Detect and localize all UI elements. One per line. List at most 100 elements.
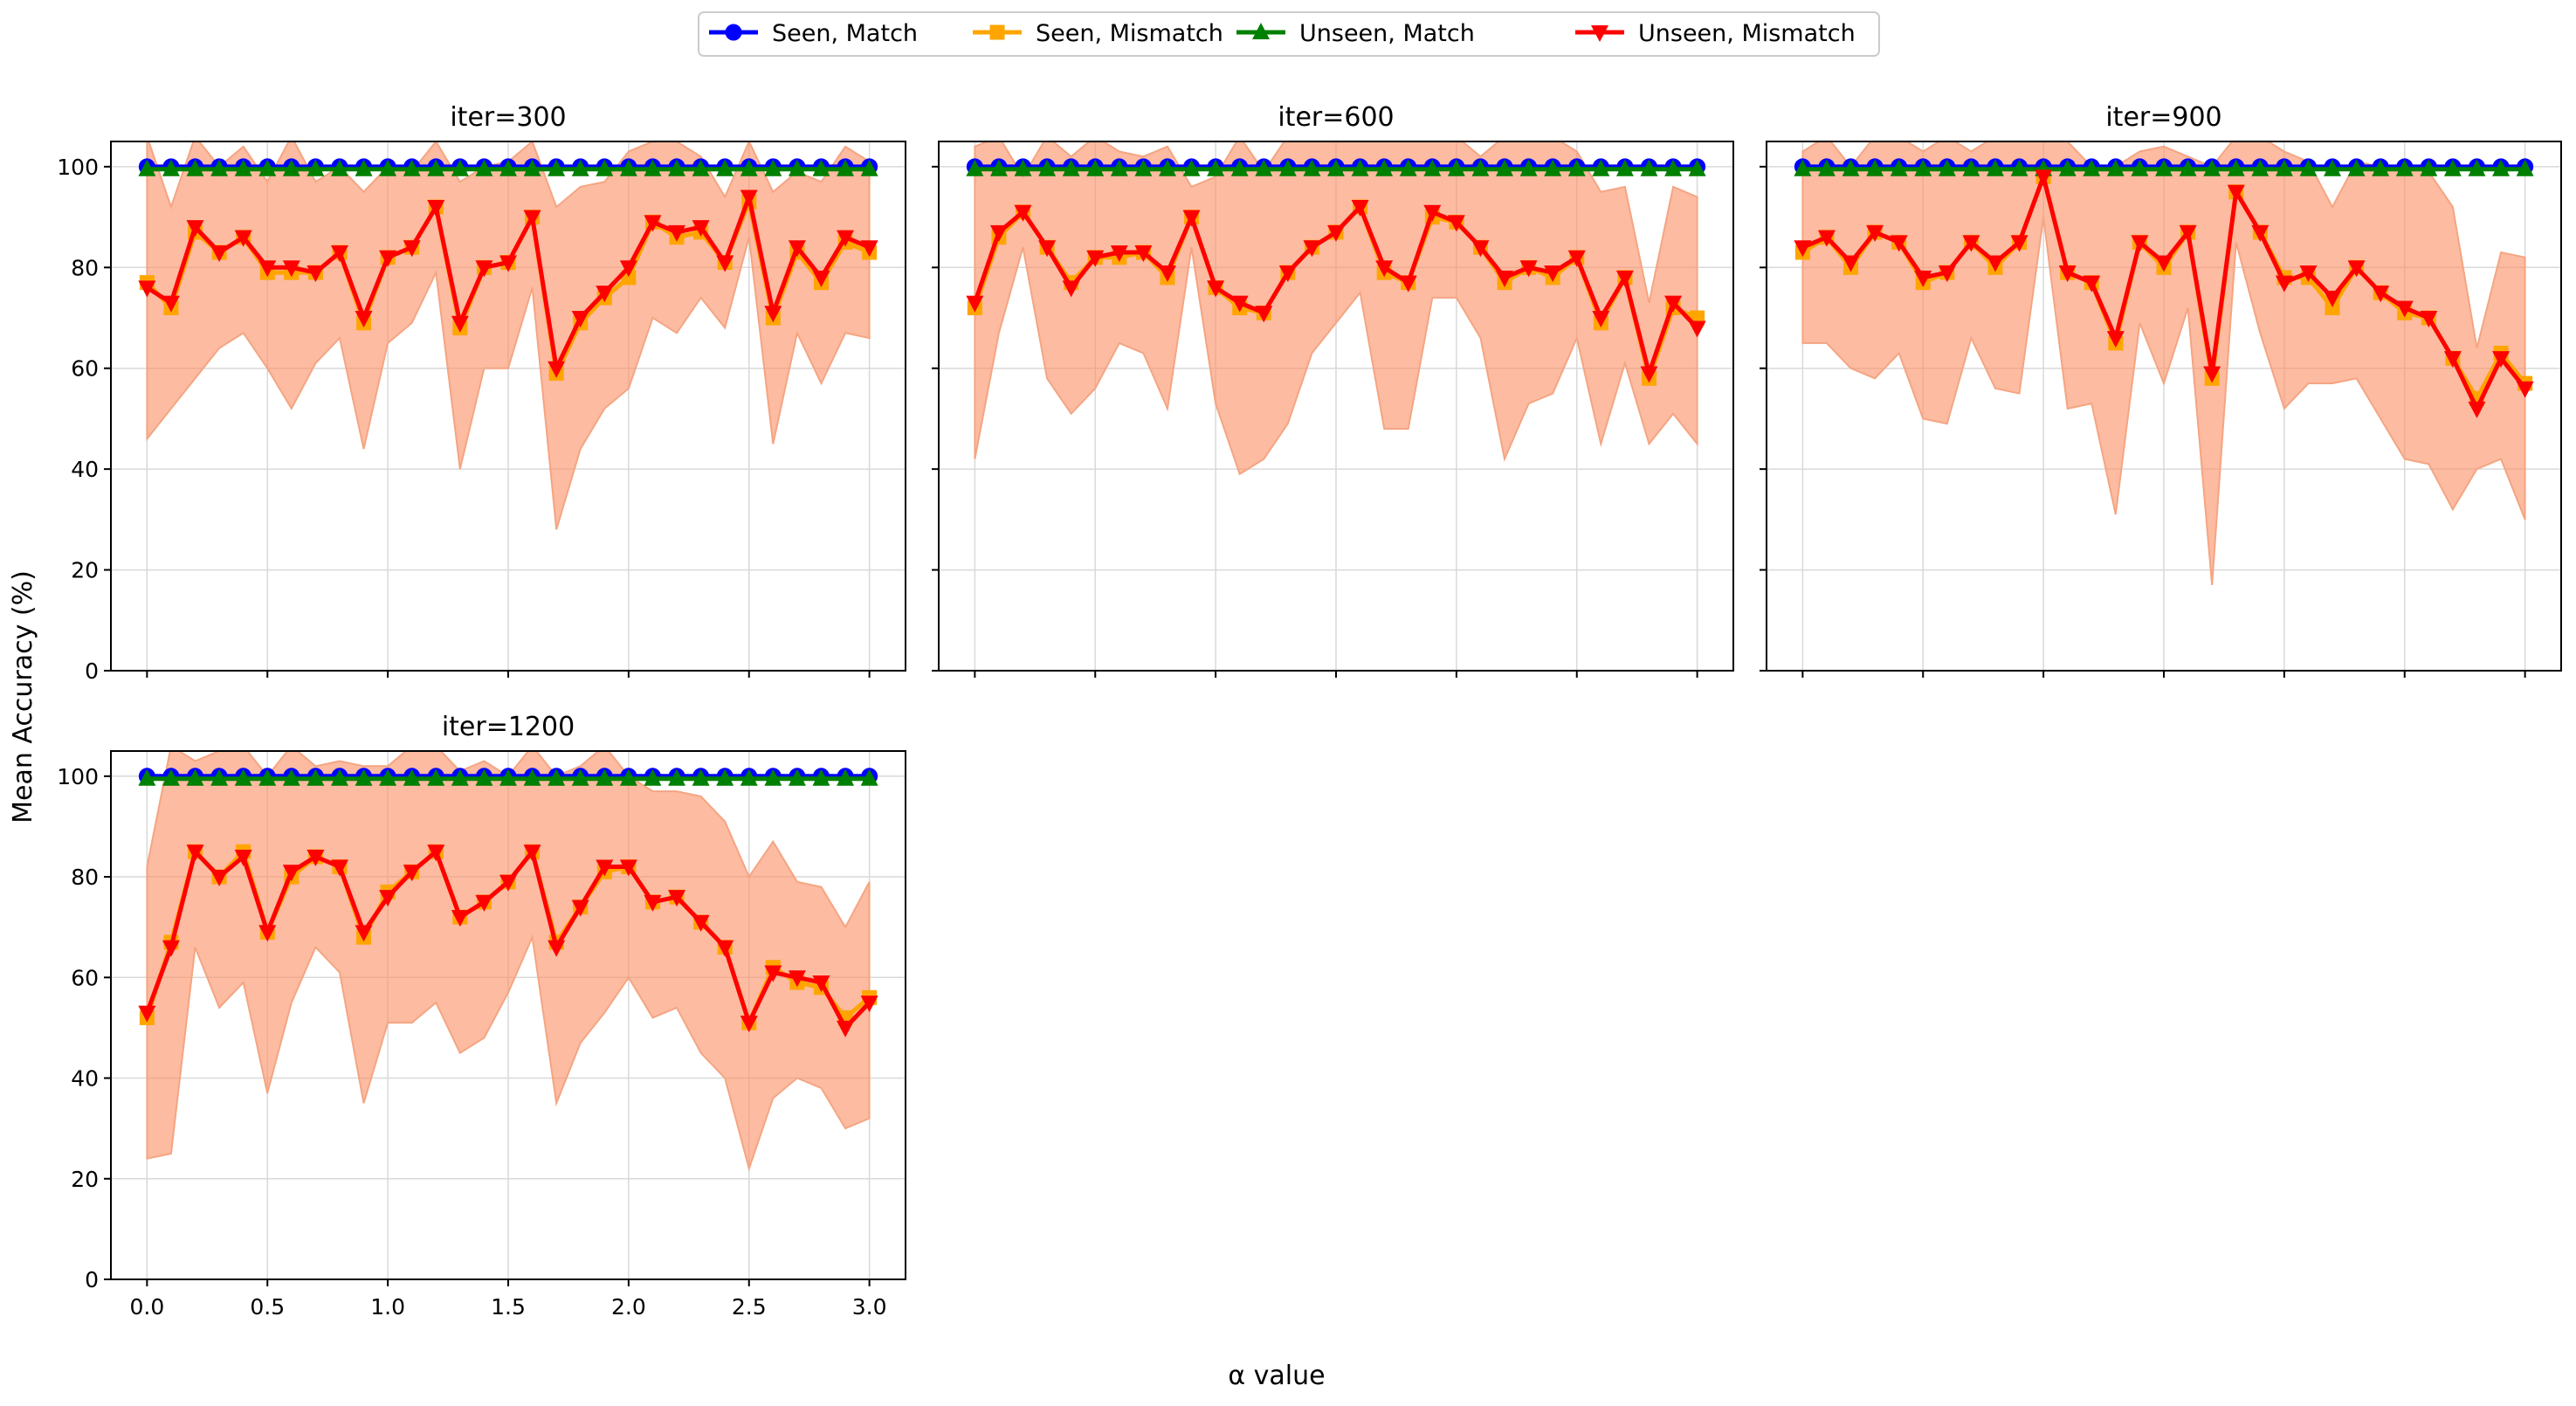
x-tick-label: 1.5 <box>491 1294 526 1320</box>
y-tick-label: 100 <box>57 764 99 789</box>
data-point <box>1423 159 1442 176</box>
legend-item: Seen, Match <box>709 20 918 47</box>
data-point <box>1230 295 1249 313</box>
data-point <box>837 768 855 786</box>
data-point <box>1938 159 1956 176</box>
data-point <box>1399 159 1417 176</box>
data-point <box>644 894 662 912</box>
data-point <box>1278 159 1297 176</box>
data-point <box>716 940 734 957</box>
data-point <box>1962 159 1980 176</box>
data-point <box>1592 159 1610 176</box>
data-point <box>1351 159 1369 176</box>
data-point <box>2324 290 2342 307</box>
data-point <box>716 159 734 176</box>
legend-item: Unseen, Match <box>1236 20 1475 47</box>
series-unseen-mismatch <box>138 844 878 1037</box>
data-point <box>1327 224 1345 242</box>
data-point <box>379 159 397 176</box>
data-point <box>2035 169 2053 187</box>
data-point <box>1182 210 1201 227</box>
data-point <box>1842 255 1860 272</box>
data-point <box>2058 265 2077 283</box>
data-point <box>692 159 710 176</box>
data-point <box>1447 159 1465 176</box>
data-point <box>1664 159 1683 176</box>
subplot-title: iter=1200 <box>442 712 575 742</box>
data-point <box>330 859 348 877</box>
series-unseen-mismatch <box>138 190 878 378</box>
data-point <box>1615 159 1634 176</box>
subplot-1: 0 20 40 60 80 100 iter=300 <box>57 102 906 684</box>
data-point <box>1938 265 1956 283</box>
data-point <box>1866 159 1884 176</box>
legend-marker <box>1591 25 1608 42</box>
data-point <box>692 914 710 932</box>
data-point <box>234 850 252 866</box>
data-point <box>162 295 180 313</box>
data-point <box>523 159 541 176</box>
data-point <box>2275 159 2293 176</box>
data-point <box>2492 351 2511 369</box>
data-point <box>619 159 637 176</box>
data-point <box>1375 159 1394 176</box>
data-point <box>2299 159 2318 176</box>
x-tick-label: 0.5 <box>250 1294 285 1320</box>
data-point <box>186 844 204 862</box>
data-point <box>668 890 686 907</box>
data-point <box>210 245 229 262</box>
data-point <box>1230 159 1249 176</box>
series-unseen-mismatch <box>1794 169 2534 418</box>
data-point <box>788 768 806 786</box>
y-tick-label: 60 <box>71 356 99 382</box>
data-point <box>330 159 348 176</box>
data-point <box>596 286 614 303</box>
data-point <box>837 159 855 176</box>
data-point <box>668 159 686 176</box>
data-point <box>403 159 421 176</box>
data-point <box>2010 235 2028 252</box>
data-point <box>234 159 252 176</box>
data-point <box>451 315 469 333</box>
plot-area <box>966 141 1706 476</box>
data-point <box>1062 280 1080 298</box>
data-point <box>451 768 469 786</box>
data-point <box>2468 401 2486 418</box>
data-point <box>2131 235 2149 252</box>
data-point <box>2395 300 2414 318</box>
y-axis-label: Mean Accuracy (%) <box>8 570 38 824</box>
data-point <box>1890 235 1908 252</box>
data-point <box>1158 265 1176 283</box>
data-point <box>1158 159 1176 176</box>
subplots: 0 20 40 60 80 100 iter=300 iter=600 iter=900 0 20 4… <box>57 102 2562 1320</box>
data-point <box>571 768 589 786</box>
data-point <box>1519 260 1538 278</box>
data-point <box>523 844 541 862</box>
subplot-2: iter=600 <box>932 102 1734 678</box>
data-point <box>1038 240 1057 258</box>
data-point <box>355 925 373 942</box>
data-point <box>2492 159 2511 176</box>
data-point <box>1038 159 1057 176</box>
data-point <box>162 159 180 176</box>
data-point <box>2179 224 2197 242</box>
data-point <box>2468 159 2486 176</box>
data-point <box>1134 159 1153 176</box>
data-point <box>355 768 373 786</box>
data-point <box>1794 240 1812 258</box>
data-point <box>596 859 614 877</box>
data-point <box>2106 159 2125 176</box>
legend-label: Unseen, Match <box>1299 20 1475 47</box>
data-point <box>186 220 204 238</box>
subplot-3: iter=900 <box>1760 102 2562 678</box>
plot-area <box>138 751 878 1172</box>
std-band <box>974 141 1698 476</box>
data-point <box>812 159 830 176</box>
data-point <box>2083 159 2101 176</box>
data-point <box>619 859 637 877</box>
data-point <box>548 159 566 176</box>
data-point <box>379 890 397 907</box>
data-point <box>2227 184 2245 202</box>
data-point <box>523 210 541 227</box>
